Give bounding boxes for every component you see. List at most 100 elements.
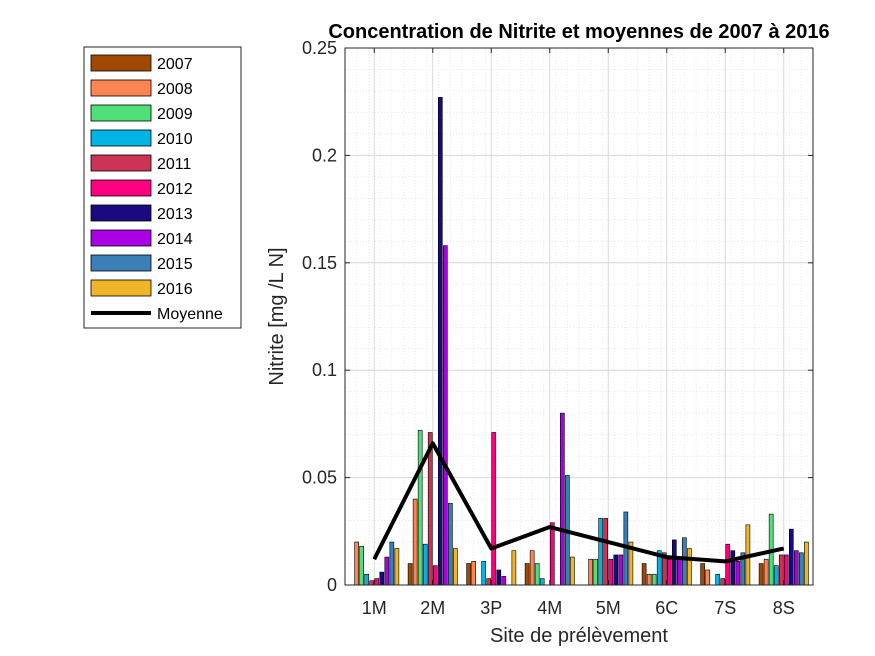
bar-2014-8S [794, 550, 799, 586]
bar-2012-7S [725, 543, 731, 586]
bar-2009-2M [417, 430, 423, 586]
bar-2010-5M [598, 518, 604, 586]
y-tick-label: 0.05 [302, 468, 337, 488]
x-tick-label: 5M [596, 598, 621, 618]
bar-2014-6C [677, 556, 682, 586]
bar-2014-5M [618, 554, 624, 586]
bar-2009-6C [651, 573, 657, 586]
legend-swatch-2011 [90, 154, 152, 172]
legend-label-2010: 2010 [157, 131, 193, 148]
bar-2016-2M [453, 548, 458, 586]
legend-label-2012: 2012 [157, 181, 193, 198]
plot-frame [344, 47, 814, 586]
mean-line [372, 441, 785, 564]
legend-label-mean: Moyenne [157, 306, 223, 323]
bar-2012-2M [432, 565, 438, 586]
bar-2016-6C [687, 548, 692, 586]
bar-2012-3P [491, 432, 497, 586]
bar-2011-8S [778, 554, 784, 586]
bar-2008-8S [763, 558, 769, 586]
bar-2007-8S [758, 563, 764, 586]
bar-2013-3P [496, 569, 502, 586]
bar-2014-2M [443, 245, 448, 586]
bar-2007-7S [700, 563, 705, 586]
bar-2015-6C [682, 537, 687, 586]
bar-2009-1M [359, 546, 364, 586]
bar-2014-4M [560, 412, 565, 586]
bar-2010-3P [481, 561, 487, 586]
x-tick-label: 8S [773, 598, 795, 618]
bar-2014-3P [501, 576, 507, 586]
legend: 2007 2008 2009 2010 2011 2012 2013 2014 2015 2016… [83, 46, 242, 329]
bar-2015-8S [799, 552, 804, 586]
legend-label-2007: 2007 [157, 56, 193, 73]
grid [344, 47, 814, 586]
legend-label-2009: 2009 [157, 106, 193, 123]
mean-line-group [372, 441, 785, 564]
legend-swatch-2010 [90, 129, 152, 147]
legend-label-2015: 2015 [157, 256, 193, 273]
bar-2013-1M [379, 571, 385, 586]
bar-2010-8S [773, 565, 779, 586]
bars [354, 97, 809, 586]
x-tick-label: 1M [362, 598, 387, 618]
ticks: 0 0.05 0.1 0.15 0.2 0.25 1M 2M 3P 4M 5M 6C 7S 8S [302, 38, 813, 618]
bar-2013-8S [788, 528, 794, 586]
y-tick-label: 0.15 [302, 253, 337, 273]
x-tick-label: 2M [420, 598, 445, 618]
legend-label-2014: 2014 [157, 231, 193, 248]
bar-2013-2M [437, 97, 443, 586]
bar-2013-7S [730, 550, 736, 586]
x-tick-label: 6C [655, 598, 678, 618]
bar-2010-4M [539, 578, 545, 586]
bar-2010-2M [422, 543, 428, 586]
y-tick-label: 0.2 [312, 145, 337, 165]
legend-swatch-2007 [90, 54, 152, 72]
bar-2016-4M [570, 556, 575, 586]
y-tick-label: 0.1 [312, 360, 337, 380]
bar-2008-6C [646, 573, 652, 586]
bar-2008-7S [705, 569, 710, 586]
bar-2008-5M [588, 558, 593, 586]
legend-label-2008: 2008 [157, 81, 193, 98]
bar-2014-7S [735, 561, 741, 586]
bar-2008-3P [471, 561, 476, 586]
bar-2007-2M [407, 563, 413, 586]
legend-swatch-2014 [90, 229, 152, 247]
legend-swatch-2016 [90, 279, 152, 297]
bar-2011-1M [369, 580, 375, 586]
bar-2012-6C [666, 558, 672, 586]
bar-2012-5M [608, 558, 614, 586]
legend-swatch-2015 [90, 254, 152, 272]
bar-2016-3P [511, 550, 517, 586]
legend-label-2011: 2011 [157, 156, 192, 173]
bar-2007-3P [466, 563, 471, 586]
y-tick-label: 0.25 [302, 38, 337, 58]
bar-2007-4M [524, 563, 530, 586]
legend-swatch-2008 [90, 79, 152, 97]
legend-swatch-2009 [90, 104, 152, 122]
bar-2015-1M [389, 541, 395, 586]
bar-2012-4M [549, 522, 555, 586]
bar-2012-1M [374, 578, 380, 586]
bar-2011-7S [720, 578, 726, 586]
bar-2008-1M [354, 541, 359, 586]
legend-swatch-2013 [90, 204, 152, 222]
legend-swatch-2012 [90, 179, 152, 197]
bar-2013-5M [613, 554, 619, 586]
x-axis-label: Site de prélèvement [490, 625, 668, 647]
x-tick-label: 3P [480, 598, 502, 618]
bar-2016-1M [394, 548, 400, 586]
bar-2008-2M [412, 498, 418, 586]
bar-2011-5M [603, 518, 609, 586]
legend-label-2013: 2013 [157, 206, 193, 223]
x-tick-label: 7S [714, 598, 736, 618]
x-tick-label: 4M [537, 598, 562, 618]
bar-2009-4M [534, 563, 540, 586]
bar-2011-3P [486, 578, 492, 586]
bar-2014-1M [384, 556, 390, 586]
bar-2010-7S [715, 573, 721, 586]
bar-2016-8S [804, 541, 809, 586]
chart-title: Concentration de Nitrite et moyennes de … [328, 21, 829, 43]
